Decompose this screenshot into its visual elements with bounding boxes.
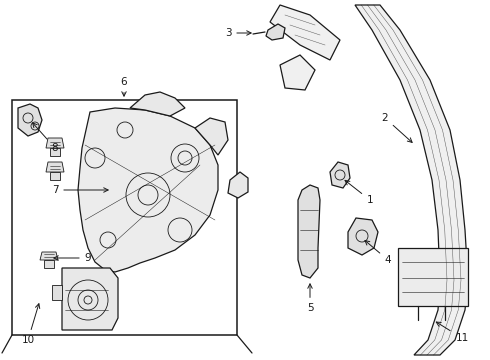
Polygon shape <box>18 104 42 136</box>
FancyBboxPatch shape <box>398 248 468 306</box>
Polygon shape <box>46 138 64 148</box>
Polygon shape <box>130 92 185 116</box>
Text: 9: 9 <box>54 253 91 263</box>
Polygon shape <box>355 5 468 355</box>
Text: 5: 5 <box>307 284 313 313</box>
Polygon shape <box>270 5 340 60</box>
Text: 1: 1 <box>345 180 373 205</box>
Polygon shape <box>62 268 118 330</box>
Text: 6: 6 <box>121 77 127 96</box>
Polygon shape <box>280 55 315 90</box>
Polygon shape <box>44 260 54 268</box>
Text: 8: 8 <box>32 123 58 153</box>
Polygon shape <box>266 24 285 40</box>
Text: 3: 3 <box>225 28 251 38</box>
Polygon shape <box>46 162 64 172</box>
Polygon shape <box>50 172 60 180</box>
Polygon shape <box>195 118 228 155</box>
Bar <box>12 100 237 335</box>
Polygon shape <box>78 108 218 272</box>
Polygon shape <box>52 285 62 300</box>
Polygon shape <box>50 148 60 156</box>
Polygon shape <box>228 172 248 198</box>
Text: 11: 11 <box>436 322 468 343</box>
Polygon shape <box>40 252 58 260</box>
Text: 2: 2 <box>382 113 412 143</box>
Polygon shape <box>298 185 320 278</box>
Text: 7: 7 <box>51 185 108 195</box>
Text: 10: 10 <box>22 304 40 345</box>
Polygon shape <box>348 218 378 255</box>
Polygon shape <box>330 162 350 188</box>
Text: 4: 4 <box>365 240 392 265</box>
